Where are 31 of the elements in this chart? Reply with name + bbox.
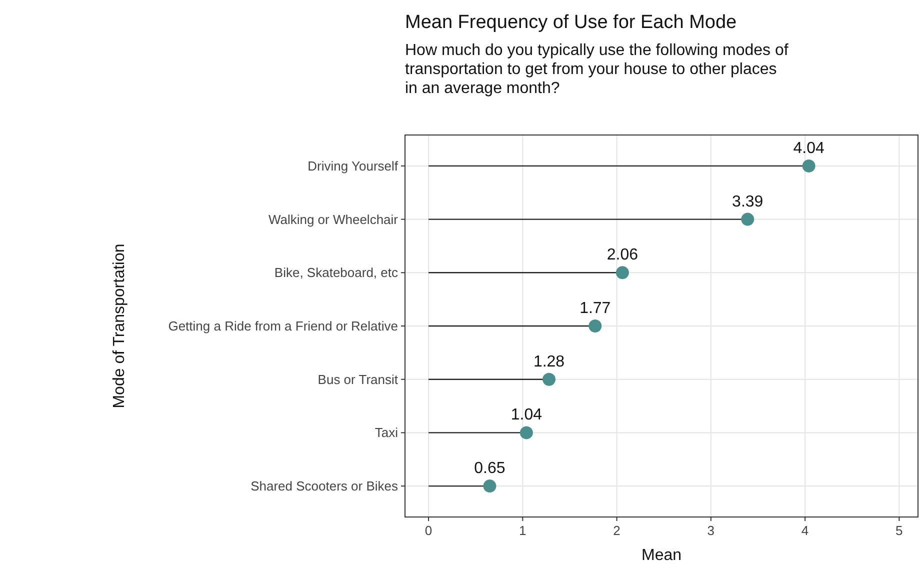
data-label: 1.04 (510, 406, 542, 424)
y-tick-label: Bus or Transit (318, 372, 398, 387)
data-label: 4.04 (793, 140, 824, 157)
x-tick-label: 0 (424, 523, 432, 538)
x-tick-label: 4 (801, 523, 809, 538)
y-tick-label: Taxi (374, 425, 398, 440)
point (542, 372, 556, 386)
data-label: 3.39 (732, 193, 764, 210)
y-tick-label: Bike, Skateboard, etc (274, 265, 398, 280)
point (588, 320, 602, 332)
y-tick-label: Getting a Ride from a Friend or Relative (168, 318, 398, 334)
y-tick-label: Shared Scooters or Bikes (250, 478, 398, 494)
x-tick-label: 2 (613, 523, 620, 538)
point (616, 266, 629, 280)
y-axis-title: Mode of Transportation (111, 244, 128, 408)
point (802, 159, 816, 172)
point (520, 426, 533, 440)
data-label: 0.65 (474, 460, 506, 478)
chart-subtitle: How much do you typically use the following modes of transportation to get from your house to other places in an average month? (405, 42, 789, 97)
data-label: 1.77 (580, 300, 611, 317)
data-label: 2.06 (606, 246, 638, 264)
data-label: 1.28 (533, 353, 565, 370)
x-axis-title: Mean (641, 547, 682, 564)
point (483, 480, 496, 493)
y-tick-label: Driving Yourself (308, 158, 398, 174)
x-tick-label: 1 (519, 523, 526, 538)
x-tick-label: 5 (896, 523, 903, 538)
chart-title: Mean Frequency of Use for Each Mode (405, 12, 737, 33)
y-tick-label: Walking or Wheelchair (268, 212, 399, 227)
point (741, 212, 754, 226)
x-tick-label: 3 (707, 523, 715, 538)
